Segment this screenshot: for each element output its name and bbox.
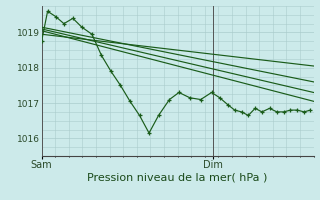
X-axis label: Pression niveau de la mer( hPa ): Pression niveau de la mer( hPa ) [87,173,268,183]
